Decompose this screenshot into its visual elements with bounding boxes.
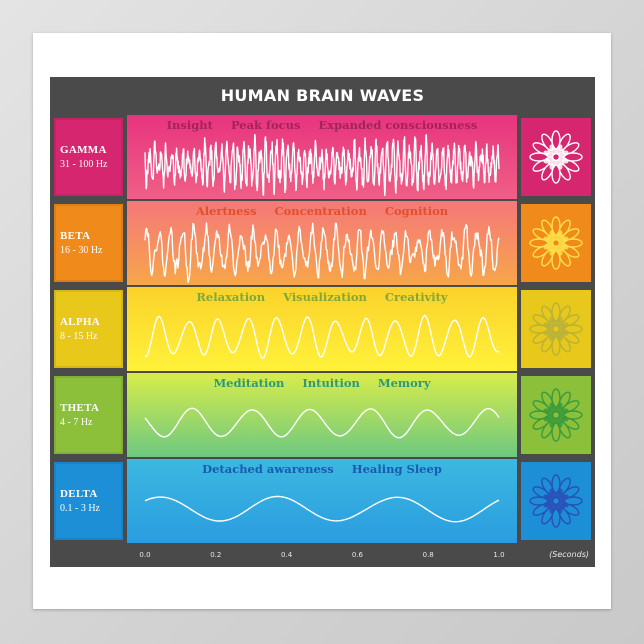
band-wave-area-alpha: Relaxation Visualization Creativity — [127, 287, 517, 371]
band-name: BETA — [60, 230, 91, 242]
band-wave-area-beta: Alertness Concentration Cognition — [127, 201, 517, 285]
axis-tick-label: 0.8 — [422, 551, 434, 559]
band-term: Insight — [166, 118, 213, 132]
wave-alpha — [144, 314, 500, 359]
band-term: Intuition — [302, 376, 360, 390]
axis-tick-label: 0.4 — [281, 551, 293, 559]
band-label-delta: DELTA 0.1 - 3 Hz — [54, 462, 123, 540]
poster-title: HUMAN BRAIN WAVES — [220, 86, 425, 105]
mandala-icon-beta — [521, 204, 591, 282]
wave-delta — [144, 495, 500, 523]
wave-line-gamma — [144, 133, 500, 196]
mandala-icon-theta — [521, 376, 591, 454]
band-frequency: 4 - 7 Hz — [60, 417, 93, 428]
band-wave-area-theta: Meditation Intuition Memory — [127, 373, 517, 457]
band-label-gamma: GAMMA 31 - 100 Hz — [54, 118, 123, 196]
band-name: GAMMA — [60, 144, 107, 156]
axis-tick-label: 1.0 — [493, 551, 505, 559]
axis-unit: (Seconds) — [549, 550, 589, 559]
band-term: Cognition — [384, 204, 449, 218]
band-label-beta: BETA 16 - 30 Hz — [54, 204, 123, 282]
band-wave-area-delta: Detached awareness Healing Sleep — [127, 459, 517, 543]
mandala-icon-delta — [521, 462, 591, 540]
band-name: ALPHA — [60, 316, 100, 328]
band-terms-theta: Meditation Intuition Memory — [127, 376, 517, 390]
mandala-icon-alpha — [521, 290, 591, 368]
wave-line-theta — [144, 407, 500, 439]
band-term: Concentration — [274, 204, 367, 218]
mandala-icon-gamma — [521, 118, 591, 196]
wave-line-alpha — [144, 314, 500, 359]
band-frequency: 0.1 - 3 Hz — [60, 503, 100, 514]
wave-gamma — [144, 133, 500, 196]
band-name: THETA — [60, 402, 100, 414]
band-term: Creativity — [384, 290, 448, 304]
band-terms-beta: Alertness Concentration Cognition — [127, 204, 517, 218]
axis-tick-label: 0.0 — [139, 551, 151, 559]
wave-line-delta — [144, 495, 500, 523]
band-term: Relaxation — [196, 290, 266, 304]
axis-tick-label: 0.6 — [351, 551, 363, 559]
time-axis: 0.0 0.2 0.4 0.6 0.8 1.0 (Seconds) — [50, 545, 595, 567]
band-terms-gamma: Insight Peak focus Expanded consciousness — [127, 118, 517, 132]
band-term: Visualization — [283, 290, 367, 304]
band-term: Healing Sleep — [351, 462, 442, 476]
wave-beta — [144, 222, 500, 283]
band-term: Peak focus — [230, 118, 301, 132]
band-name: DELTA — [60, 488, 98, 500]
band-frequency: 31 - 100 Hz — [60, 159, 108, 170]
axis-tick-label: 0.2 — [210, 551, 222, 559]
wave-line-beta — [144, 222, 500, 283]
band-term: Alertness — [195, 204, 257, 218]
band-wave-area-gamma: Insight Peak focus Expanded consciousness — [127, 115, 517, 199]
band-label-alpha: ALPHA 8 - 15 Hz — [54, 290, 123, 368]
band-term: Meditation — [213, 376, 285, 390]
band-terms-alpha: Relaxation Visualization Creativity — [127, 290, 517, 304]
band-term: Detached awareness — [202, 462, 334, 476]
band-terms-delta: Detached awareness Healing Sleep — [127, 462, 517, 476]
band-term: Memory — [377, 376, 431, 390]
band-frequency: 16 - 30 Hz — [60, 245, 103, 256]
band-frequency: 8 - 15 Hz — [60, 331, 98, 342]
band-term: Expanded consciousness — [318, 118, 478, 132]
wave-theta — [144, 407, 500, 439]
brain-waves-poster: HUMAN BRAIN WAVES GAMMA 31 - 100 Hz Insigh… — [50, 77, 595, 567]
band-label-theta: THETA 4 - 7 Hz — [54, 376, 123, 454]
